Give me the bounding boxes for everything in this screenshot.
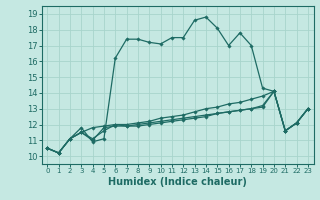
X-axis label: Humidex (Indice chaleur): Humidex (Indice chaleur) xyxy=(108,177,247,187)
